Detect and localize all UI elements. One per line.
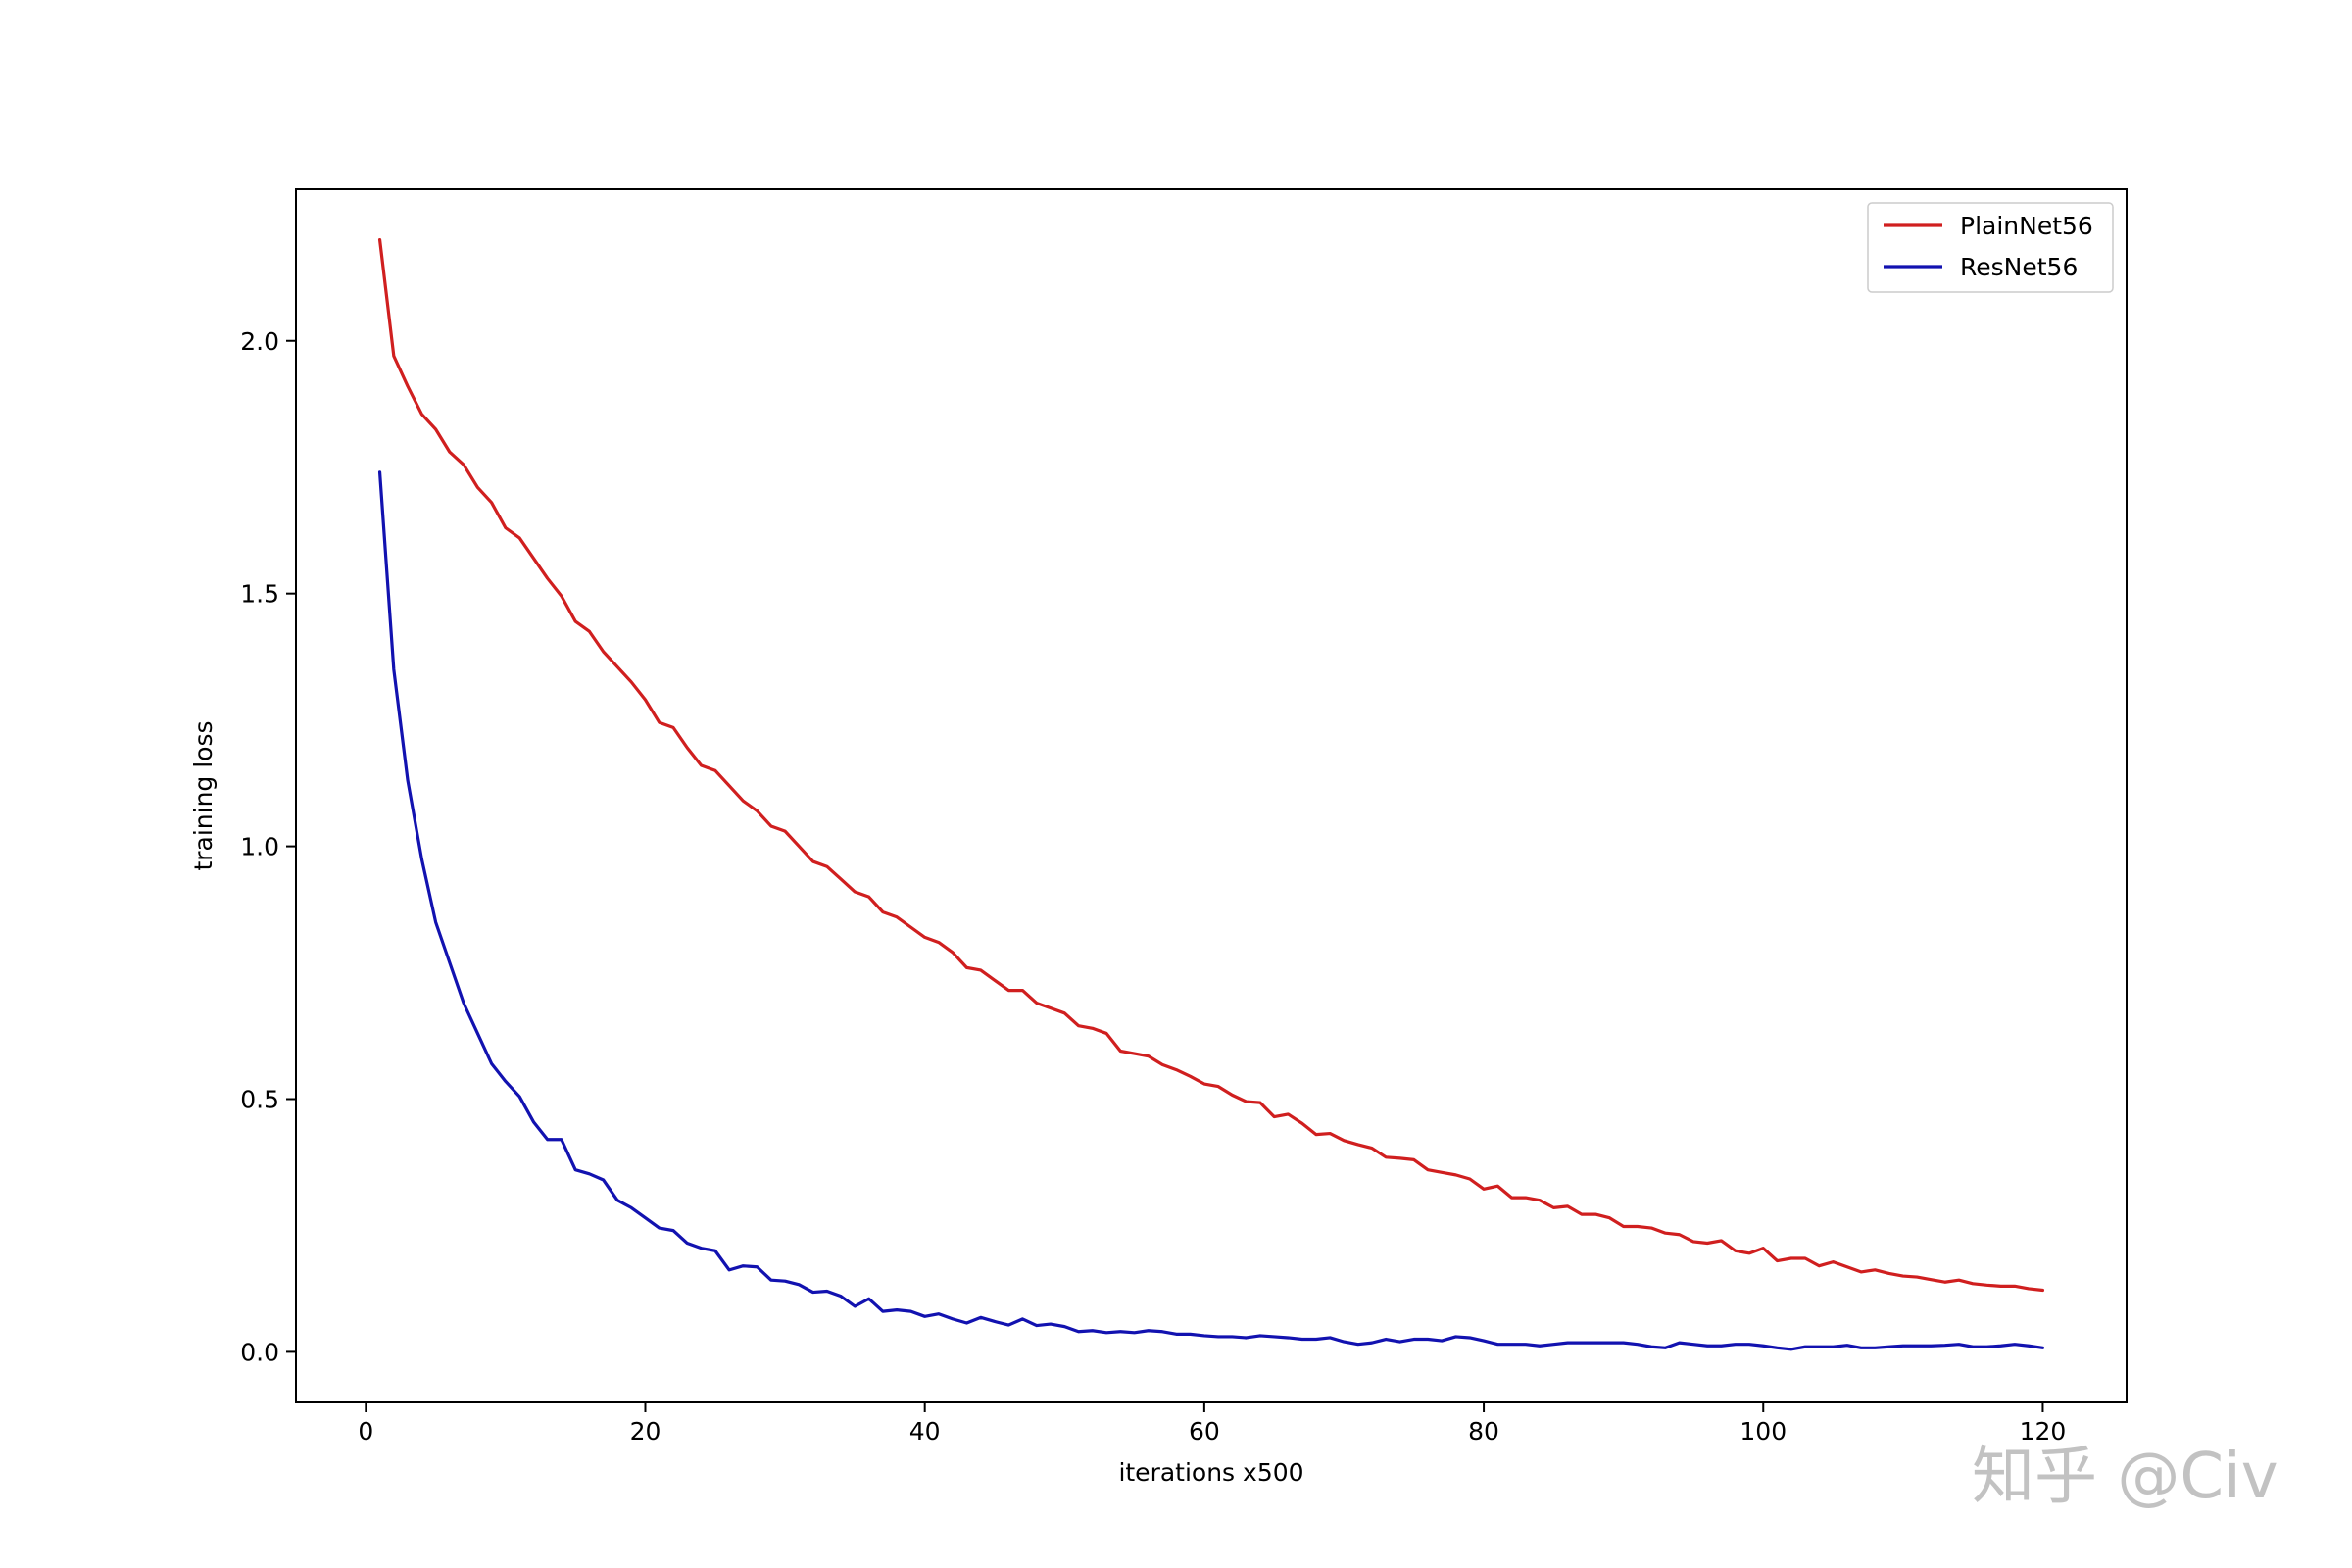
y-tick-label: 1.5 xyxy=(240,580,279,609)
series-line-resnet56 xyxy=(377,470,2045,1351)
x-tick-label: 20 xyxy=(630,1417,662,1446)
x-tick-label: 40 xyxy=(909,1417,941,1446)
legend-label-plainnet56: PlainNet56 xyxy=(1960,212,2093,240)
x-axis-ticks: 0 20 40 60 80 100 120 xyxy=(358,1402,2066,1446)
x-tick-label: 0 xyxy=(358,1417,373,1446)
x-tick-label: 60 xyxy=(1189,1417,1220,1446)
x-tick-label: 80 xyxy=(1468,1417,1499,1446)
legend-label-resnet56: ResNet56 xyxy=(1960,253,2078,281)
x-tick-label: 120 xyxy=(2020,1417,2067,1446)
plot-area-frame xyxy=(295,188,2128,1403)
legend: PlainNet56 ResNet56 xyxy=(1867,202,2114,293)
y-tick-label: 2.0 xyxy=(240,327,279,356)
y-tick-label: 0.5 xyxy=(240,1086,279,1114)
watermark-text: 知乎 @Civ xyxy=(1972,1441,2278,1513)
y-tick-label: 1.0 xyxy=(240,833,279,861)
y-tick-label: 0.0 xyxy=(240,1338,279,1366)
plot-series xyxy=(377,237,2045,1351)
x-tick-label: 100 xyxy=(1740,1417,1787,1446)
x-axis-label: iterations x500 xyxy=(1118,1458,1303,1487)
y-axis-label: training loss xyxy=(189,720,218,870)
y-axis-ticks: 0.0 0.5 1.0 1.5 2.0 xyxy=(240,327,296,1366)
series-line-plainnet56 xyxy=(377,237,2045,1293)
